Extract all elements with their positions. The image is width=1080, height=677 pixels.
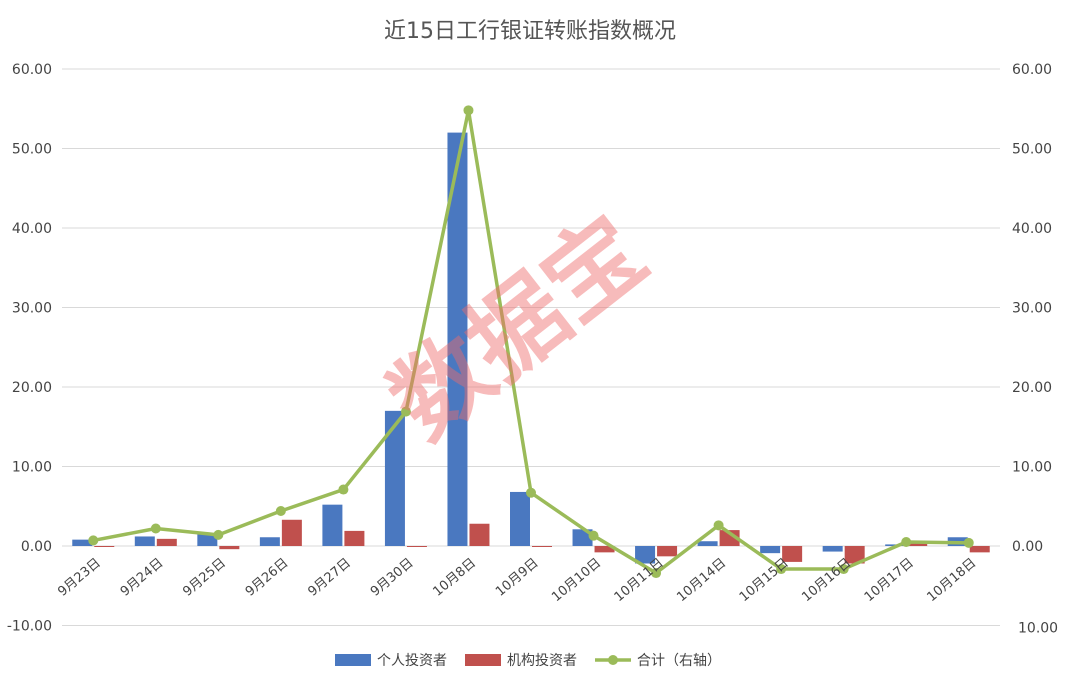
line-point [776, 564, 787, 575]
bar [532, 546, 552, 547]
legend: 个人投资者 机构投资者 合计（右轴） [335, 653, 721, 669]
line-point [901, 537, 912, 548]
y-left-tick-label: 20.00 [12, 380, 52, 396]
y-axis-left: -10.00 0.00 10.00 20.00 30.00 40.00 50.00 60.00 [7, 62, 52, 635]
x-tick-label: 10月18日 [924, 556, 979, 605]
bar [510, 491, 530, 546]
bar [322, 504, 343, 546]
y-left-tick-label: -10.00 [7, 619, 52, 635]
y-left-tick-label: 10.00 [12, 460, 52, 476]
bar [406, 546, 427, 547]
bar [384, 410, 405, 546]
x-tick-label: 10月9日 [493, 556, 542, 600]
x-tick-label: 9月24日 [118, 556, 167, 600]
y-left-tick-label: 30.00 [12, 301, 52, 317]
x-tick-label: 9月30日 [368, 556, 417, 600]
bar [760, 546, 781, 554]
bar [259, 537, 280, 546]
bar [844, 546, 865, 564]
y-right-tick-label: 60.00 [1012, 62, 1052, 78]
line-point [526, 487, 536, 498]
x-tick-label: 10月10日 [549, 556, 604, 605]
gridlines [62, 68, 1000, 626]
legend-label: 个人投资者 [377, 653, 447, 669]
y-left-tick-label: 50.00 [12, 142, 52, 158]
bar [219, 546, 240, 550]
x-tick-label: 10月17日 [862, 556, 917, 605]
x-tick-label: 10月16日 [799, 556, 854, 605]
bar [719, 530, 740, 546]
line-point [838, 564, 849, 575]
bar [447, 132, 468, 546]
y-right-tick-label: 20.00 [1012, 380, 1052, 396]
x-tick-label: 10月14日 [674, 556, 729, 605]
y-right-tick-label: 30.00 [1012, 301, 1052, 317]
bar [344, 530, 365, 546]
bar [969, 546, 990, 553]
line-point [463, 105, 474, 116]
line-point [338, 484, 349, 495]
y-left-tick-label: 40.00 [12, 221, 52, 237]
y-right-bottom-label: 10.00 [1018, 621, 1058, 637]
bar [782, 546, 803, 562]
line-point [150, 523, 161, 534]
bar [197, 533, 218, 546]
line-point [400, 406, 411, 417]
bar [156, 538, 177, 546]
y-right-tick-label: 50.00 [1012, 142, 1052, 158]
x-tick-label: 10月8日 [430, 556, 479, 600]
y-left-tick-label: 0.00 [21, 539, 52, 555]
line-point [88, 535, 99, 546]
bar-series [72, 132, 990, 564]
y-right-tick-label: 40.00 [1012, 221, 1052, 237]
y-left-tick-label: 60.00 [12, 62, 52, 78]
line-point [651, 568, 662, 579]
legend-swatch-point [608, 655, 618, 665]
legend-swatch [465, 654, 501, 666]
legend-label: 合计（右轴） [637, 653, 721, 669]
y-right-tick-label: 0.00 [1012, 539, 1043, 555]
chart-title: 近15日工行银证转账指数概况 [384, 19, 676, 44]
bar [657, 546, 678, 557]
x-tick-label: 10月15日 [737, 556, 792, 605]
line-point [213, 529, 224, 540]
bar [822, 546, 843, 552]
x-tick-label: 9月26日 [243, 556, 292, 600]
y-right-tick-label: 10.00 [1012, 460, 1052, 476]
legend-label: 机构投资者 [507, 653, 577, 669]
bar [907, 542, 928, 546]
legend-swatch [335, 654, 371, 666]
x-axis: 9月23日 9月24日 9月25日 9月26日 9月27日 9月30日 10月8日 10月9日… [55, 556, 979, 605]
bar [94, 546, 115, 547]
y-axis-right: 0.00 10.00 20.00 30.00 40.00 50.00 60.00 10.00 [1012, 62, 1058, 637]
bar [635, 546, 656, 564]
bar [594, 546, 615, 553]
line-point [963, 537, 974, 548]
bar [469, 523, 490, 546]
bar [281, 519, 302, 546]
line-point [588, 530, 599, 541]
bar [697, 541, 718, 546]
line-series [88, 105, 974, 579]
x-tick-label: 9月27日 [305, 556, 354, 600]
bar [72, 539, 93, 546]
x-tick-label: 9月25日 [180, 556, 229, 600]
line-point [275, 506, 286, 517]
x-tick-label: 9月23日 [55, 556, 104, 600]
bar [134, 536, 155, 546]
line-point [713, 520, 724, 531]
